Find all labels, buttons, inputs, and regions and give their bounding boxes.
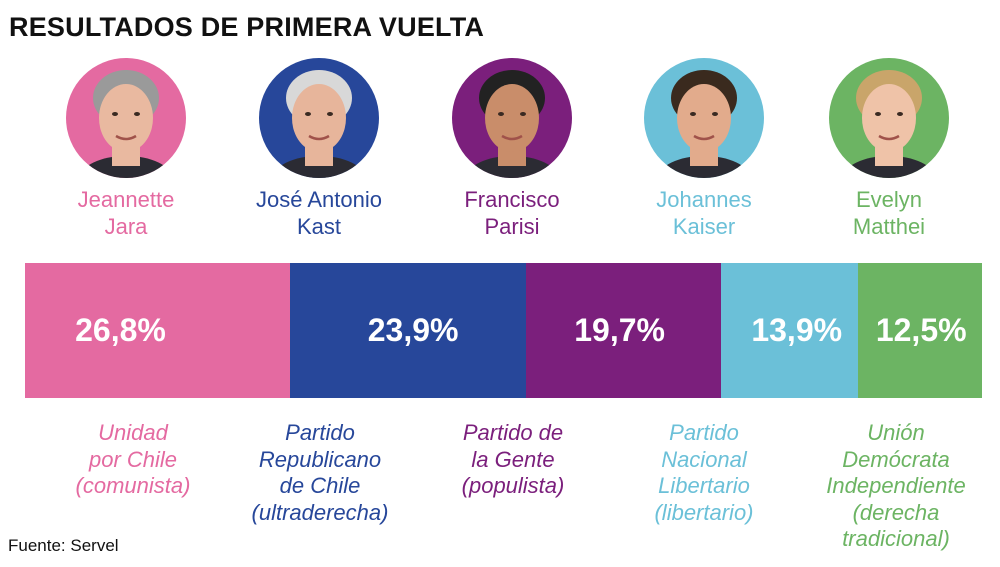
party-label-line: Partido <box>285 420 355 445</box>
candidate-name-line: Jeannette <box>77 187 175 212</box>
bar-segment <box>25 263 290 398</box>
party-label-line: Demócrata <box>842 446 950 472</box>
photo-francisco-parisi <box>452 58 572 178</box>
party-label-line: (ultraderecha) <box>251 499 389 525</box>
party-label-line: Unión <box>867 420 925 445</box>
chart-title: RESULTADOS DE PRIMERA VUELTA <box>9 12 485 42</box>
candidate-3: Johannes Kaiser <box>604 58 804 240</box>
candidate-name-line: Kaiser <box>672 214 736 239</box>
photo-evelyn-matthei <box>829 58 949 178</box>
source-note: Fuente: Servel <box>8 536 119 555</box>
candidate-4: Evelyn Matthei <box>789 58 989 240</box>
bar-segment <box>526 263 721 398</box>
bar-segment <box>858 263 982 398</box>
bar-value-label: 26,8% <box>75 312 166 348</box>
party-label: Partido Nacional Libertario (libertario) <box>604 420 804 526</box>
party-label-line: Republicano <box>258 446 382 472</box>
candidate-name-line: Francisco <box>464 187 560 212</box>
bar-value-label: 19,7% <box>574 312 665 348</box>
candidate-name-line: José Antonio <box>256 187 382 212</box>
stacked-bar: 26,8% 23,9% 19,7% 13,9% 12,5% <box>25 263 982 398</box>
bar-segment <box>721 263 859 398</box>
candidate-name-line: Jara <box>104 214 148 239</box>
candidate-2: Francisco Parisi <box>412 58 612 240</box>
party-label-line: de Chile <box>279 473 361 498</box>
party-label-line: la Gente <box>471 446 555 472</box>
candidate-name-line: Parisi <box>484 214 540 239</box>
bar-value-label: 23,9% <box>367 312 459 348</box>
party-label-line: tradicional) <box>842 526 950 551</box>
party-label-line: Nacional <box>661 446 747 472</box>
party-label: Partido Republicano de Chile (ultraderecha) <box>220 420 420 526</box>
bar-segment <box>289 263 527 398</box>
candidate-name-line: Evelyn <box>855 187 923 212</box>
party-label: Unión Demócrata Independiente (derecha tradi… <box>796 420 996 553</box>
party-label: Unidad por Chile (comunista) <box>33 420 233 500</box>
party-label-line: por Chile <box>88 446 178 472</box>
candidate-name-line: Matthei <box>852 214 926 239</box>
party-label-line: Partido <box>669 420 739 445</box>
party-label-line: Unidad <box>98 420 168 445</box>
party-label: Partido de la Gente (populista) <box>413 420 613 500</box>
candidate-0: Jeannette Jara <box>26 58 226 240</box>
party-label-line: (populista) <box>461 473 565 498</box>
bar-value-label: 12,5% <box>875 312 967 348</box>
party-label-line: (derecha <box>852 499 940 525</box>
candidate-name-line: Kast <box>296 214 342 239</box>
photo-jose-antonio-kast <box>259 58 379 178</box>
party-label-line: Libertario <box>658 473 750 498</box>
party-label-line: Partido de <box>462 420 564 445</box>
party-label-line: (libertario) <box>654 499 754 525</box>
photo-jeannette-jara <box>66 58 186 178</box>
party-label-line: Independiente <box>826 473 966 498</box>
photo-johannes-kaiser <box>644 58 764 178</box>
bar-value-label: 13,9% <box>751 312 843 348</box>
candidate-1: José Antonio Kast <box>219 58 419 240</box>
candidate-name-line: Johannes <box>656 187 752 212</box>
party-label-line: (comunista) <box>75 473 191 498</box>
